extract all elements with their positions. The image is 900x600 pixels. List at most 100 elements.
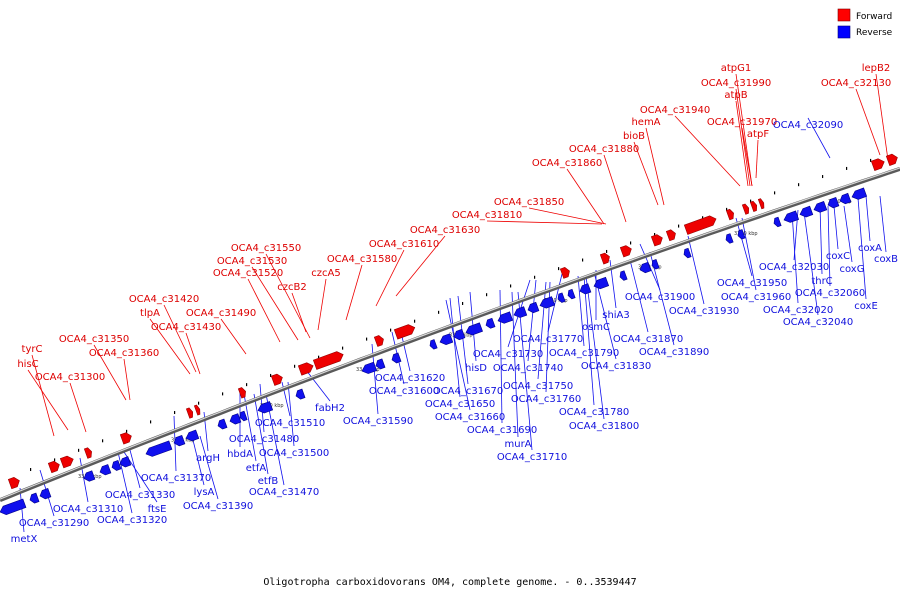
- forward-gene[interactable]: [393, 323, 416, 340]
- reverse-gene-label-oca4-c31800[interactable]: OCA4_c31800: [569, 421, 639, 432]
- reverse-gene[interactable]: [238, 410, 248, 422]
- reverse-gene-label-oca4-c31890[interactable]: OCA4_c31890: [639, 347, 709, 358]
- forward-gene-label-tlpa[interactable]: tlpA: [140, 308, 160, 319]
- reverse-gene[interactable]: [360, 361, 378, 375]
- reverse-gene[interactable]: [144, 440, 173, 458]
- forward-gene[interactable]: [683, 214, 717, 235]
- reverse-gene-label-hisd[interactable]: hisD: [465, 363, 487, 374]
- forward-gene-label-oca4-c31940[interactable]: OCA4_c31940: [640, 105, 710, 116]
- forward-gene[interactable]: [757, 198, 765, 210]
- reverse-gene-label-oca4-c31390[interactable]: OCA4_c31390: [183, 501, 253, 512]
- forward-gene[interactable]: [83, 447, 93, 459]
- reverse-gene[interactable]: [850, 187, 868, 201]
- forward-gene[interactable]: [373, 334, 385, 347]
- forward-gene[interactable]: [193, 404, 201, 416]
- reverse-gene-label-oca4-c32060[interactable]: OCA4_c32060: [795, 288, 865, 299]
- reverse-gene[interactable]: [724, 233, 734, 245]
- reverse-gene[interactable]: [618, 270, 628, 282]
- reverse-gene-label-oca4-c31950[interactable]: OCA4_c31950: [717, 278, 787, 289]
- reverse-gene[interactable]: [538, 296, 556, 310]
- forward-gene[interactable]: [749, 200, 758, 212]
- reverse-gene-label-oca4-c31290[interactable]: OCA4_c31290: [19, 518, 89, 529]
- forward-gene-label-tyrc[interactable]: tyrC: [22, 344, 43, 355]
- reverse-gene[interactable]: [826, 196, 840, 209]
- reverse-gene-label-metx[interactable]: metX: [11, 534, 38, 545]
- forward-gene[interactable]: [312, 350, 345, 370]
- reverse-gene[interactable]: [484, 317, 496, 329]
- reverse-gene[interactable]: [682, 247, 692, 259]
- reverse-gene-label-oca4-c31650[interactable]: OCA4_c31650: [425, 399, 495, 410]
- forward-gene-label-oca4-c31580[interactable]: OCA4_c31580: [327, 254, 397, 265]
- forward-gene[interactable]: [7, 476, 21, 490]
- forward-gene[interactable]: [870, 157, 886, 171]
- reverse-gene[interactable]: [256, 401, 274, 415]
- reverse-gene-label-oca4-c31870[interactable]: OCA4_c31870: [613, 334, 683, 345]
- reverse-gene[interactable]: [798, 205, 814, 219]
- forward-gene-label-oca4-c31990[interactable]: OCA4_c31990: [701, 78, 771, 89]
- reverse-gene[interactable]: [374, 358, 386, 370]
- reverse-gene-label-shia3[interactable]: shiA3: [602, 310, 630, 321]
- reverse-gene[interactable]: [772, 216, 782, 228]
- reverse-gene-label-oca4-c31750[interactable]: OCA4_c31750: [503, 381, 573, 392]
- reverse-gene-label-ftse[interactable]: ftsE: [148, 504, 167, 515]
- reverse-gene[interactable]: [390, 352, 402, 364]
- reverse-gene[interactable]: [228, 413, 242, 426]
- reverse-gene-label-coxg[interactable]: coxG: [840, 264, 865, 275]
- reverse-gene[interactable]: [650, 259, 660, 270]
- forward-gene-label-czcb2[interactable]: czcB2: [277, 282, 306, 293]
- forward-gene-label-oca4-c31360[interactable]: OCA4_c31360: [89, 348, 159, 359]
- reverse-gene-label-oca4-c31740[interactable]: OCA4_c31740: [493, 363, 563, 374]
- forward-gene-label-czca5[interactable]: czcA5: [311, 268, 340, 279]
- reverse-gene-label-oca4-c31760[interactable]: OCA4_c31760: [511, 394, 581, 405]
- forward-gene-label-oca4-c31810[interactable]: OCA4_c31810: [452, 210, 522, 221]
- reverse-gene[interactable]: [812, 201, 828, 214]
- reverse-gene[interactable]: [0, 498, 27, 516]
- reverse-gene-label-oca4-c31330[interactable]: OCA4_c31330: [105, 490, 175, 501]
- reverse-gene[interactable]: [556, 292, 566, 304]
- reverse-gene[interactable]: [736, 229, 746, 240]
- reverse-gene-label-oca4-c31470[interactable]: OCA4_c31470: [249, 487, 319, 498]
- forward-gene[interactable]: [119, 431, 133, 445]
- reverse-gene[interactable]: [592, 276, 610, 290]
- reverse-gene-label-oca4-c31480[interactable]: OCA4_c31480: [229, 434, 299, 445]
- reverse-gene[interactable]: [838, 192, 852, 205]
- reverse-gene[interactable]: [578, 283, 592, 296]
- forward-gene[interactable]: [725, 208, 735, 221]
- reverse-gene-label-coxc[interactable]: coxC: [826, 251, 850, 262]
- forward-gene[interactable]: [297, 361, 315, 376]
- reverse-gene[interactable]: [28, 492, 40, 504]
- reverse-gene-label-oca4-c32040[interactable]: OCA4_c32040: [783, 317, 853, 328]
- reverse-gene-label-oca4-c31830[interactable]: OCA4_c31830: [581, 361, 651, 372]
- reverse-gene[interactable]: [216, 418, 228, 430]
- forward-gene-label-oca4-c31300[interactable]: OCA4_c31300: [35, 372, 105, 383]
- reverse-gene-label-thrc[interactable]: thrC: [811, 276, 832, 287]
- reverse-gene-label-oca4-c31660[interactable]: OCA4_c31660: [435, 412, 505, 423]
- forward-gene[interactable]: [665, 229, 677, 242]
- reverse-gene[interactable]: [184, 429, 200, 443]
- reverse-gene-label-lysa[interactable]: lysA: [194, 487, 215, 498]
- reverse-gene-label-oca4-c31900[interactable]: OCA4_c31900: [625, 292, 695, 303]
- reverse-gene[interactable]: [172, 434, 186, 447]
- reverse-gene-label-oca4-c31590[interactable]: OCA4_c31590: [343, 416, 413, 427]
- forward-gene-label-oca4-c32130[interactable]: OCA4_c32130: [821, 78, 891, 89]
- forward-gene[interactable]: [559, 266, 571, 279]
- reverse-gene-label-oca4-c31500[interactable]: OCA4_c31500: [259, 448, 329, 459]
- reverse-gene[interactable]: [452, 328, 466, 341]
- forward-gene[interactable]: [741, 203, 750, 215]
- reverse-gene[interactable]: [782, 210, 800, 224]
- reverse-gene-label-oca4-c31790[interactable]: OCA4_c31790: [549, 348, 619, 359]
- forward-gene[interactable]: [237, 387, 247, 399]
- forward-gene-label-oca4-c31350[interactable]: OCA4_c31350: [59, 334, 129, 345]
- reverse-gene[interactable]: [110, 460, 122, 471]
- forward-gene-label-oca4-c31880[interactable]: OCA4_c31880: [569, 144, 639, 155]
- reverse-gene-label-oca4-c31770[interactable]: OCA4_c31770: [513, 334, 583, 345]
- forward-gene-label-oca4-c31420[interactable]: OCA4_c31420: [129, 294, 199, 305]
- reverse-gene-label-etfa[interactable]: etfA: [246, 463, 267, 474]
- forward-gene-label-oca4-c31860[interactable]: OCA4_c31860: [532, 158, 602, 169]
- forward-gene[interactable]: [650, 233, 664, 247]
- reverse-gene-label-oca4-c31960[interactable]: OCA4_c31960: [721, 292, 791, 303]
- reverse-gene-label-oca4-c32030[interactable]: OCA4_c32030: [759, 262, 829, 273]
- reverse-gene[interactable]: [496, 311, 514, 325]
- reverse-gene-label-oca4-c31320[interactable]: OCA4_c31320: [97, 515, 167, 526]
- forward-gene-label-hisc[interactable]: hisC: [17, 359, 38, 370]
